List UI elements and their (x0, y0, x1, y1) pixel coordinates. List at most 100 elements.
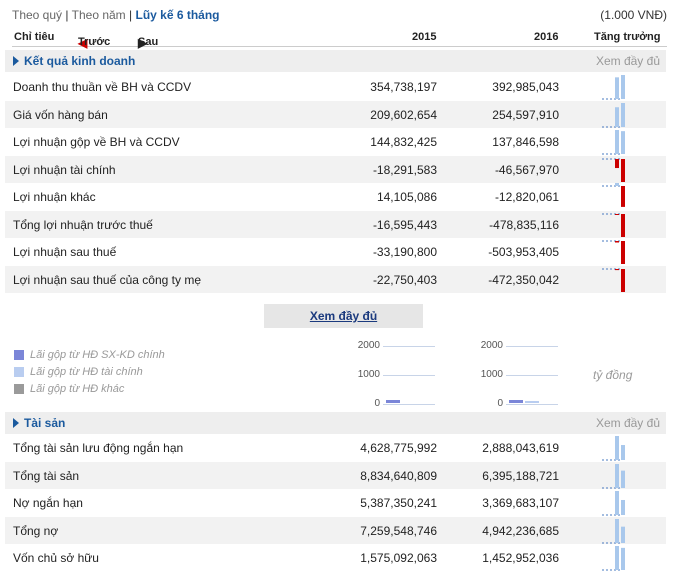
tab-separator: | (129, 8, 133, 22)
gridline (383, 404, 435, 405)
row-label: Tổng tài sản (13, 468, 80, 483)
row-label: Vốn chủ sở hữu (13, 551, 99, 565)
view-all-link[interactable]: Xem đầy đủ (595, 416, 660, 430)
table-row: Lợi nhuận sau thuế -33,190,800 -503,953,40… (5, 238, 666, 265)
mini-chart-2016: 2000 1000 0 (473, 338, 563, 409)
value-2015: 5,387,350,241 (360, 496, 437, 510)
table-row: Lợi nhuận sau thuế của công ty mẹ -22,750… (5, 265, 666, 293)
value-2016: 6,395,188,721 (482, 468, 559, 483)
section-business-results: Kết quả kinh doanh Xem đầy đủ (5, 50, 666, 72)
value-2016: -472,350,042 (488, 272, 559, 287)
growth-bar (615, 183, 619, 186)
value-2016: 4,942,236,685 (482, 523, 559, 538)
value-2016: 3,369,683,107 (482, 496, 559, 510)
growth-bar (621, 213, 625, 237)
growth-bar (615, 158, 619, 168)
growth-sparkline (602, 268, 625, 292)
table-row: Giá vốn hàng bán 209,602,654 254,597,910 (5, 100, 666, 128)
mini-chart-2015: 2000 1000 0 (350, 338, 440, 409)
value-2016: 1,452,952,036 (482, 551, 559, 565)
bar-mark (509, 400, 523, 403)
table-row: Tổng lợi nhuận trước thuế -16,595,443 -478… (5, 210, 666, 238)
tab-year[interactable]: Theo năm (71, 8, 126, 22)
growth-bar (621, 470, 625, 488)
bar-mark (525, 401, 539, 403)
tab-quarter[interactable]: Theo quý (12, 8, 63, 22)
section-title[interactable]: Tài sản (24, 416, 66, 430)
table-row: Tổng nợ 7,259,548,746 4,942,236,685 (5, 516, 666, 544)
row-label: Tổng tài sản lưu động ngắn hạn (13, 441, 184, 455)
growth-bar (615, 213, 619, 215)
growth-bar (615, 546, 619, 570)
value-2015: 7,259,548,746 (360, 523, 437, 538)
view-full-button[interactable]: Xem đầy đủ (264, 304, 423, 328)
growth-bar (621, 241, 625, 264)
value-2015: -18,291,583 (372, 162, 437, 177)
gridline (506, 404, 558, 405)
legend-swatch (14, 350, 24, 360)
table-row: Tổng tài sản lưu động ngắn hạn 4,628,775,… (5, 434, 666, 461)
growth-sparkline (602, 158, 625, 182)
tick-label: 1000 (357, 369, 380, 380)
growth-bar (615, 436, 619, 460)
growth-bar (615, 491, 619, 515)
section-title[interactable]: Kết quả kinh doanh (24, 54, 136, 68)
growth-bar (615, 77, 619, 99)
view-all-link[interactable]: Xem đầy đủ (595, 54, 660, 68)
value-2015: 14,105,086 (376, 190, 437, 204)
gridline (506, 375, 558, 376)
row-label: Lợi nhuận sau thuế của công ty mẹ (13, 272, 201, 287)
triangle-right-icon: ▶ (138, 36, 148, 50)
indicator-header: Chỉ tiêu (14, 31, 55, 43)
growth-sparkline (602, 240, 625, 264)
growth-sparkline (602, 491, 625, 516)
growth-bar (621, 526, 625, 543)
view-full-link[interactable]: Xem đầy đủ (309, 309, 378, 323)
growth-sparkline (602, 463, 625, 488)
row-label: Doanh thu thuần về BH và CCDV (13, 80, 192, 94)
growth-bar (621, 499, 625, 515)
gridline (506, 346, 558, 347)
value-2015: -33,190,800 (372, 245, 437, 259)
growth-bar (621, 131, 625, 154)
tab-separator: | (65, 8, 69, 22)
tab-cumulative[interactable]: Lũy kế 6 tháng (135, 8, 220, 22)
growth-bar (615, 106, 619, 127)
legend-swatch (14, 367, 24, 377)
col-2016-header: 2016 (534, 31, 559, 43)
table-row: Vốn chủ sở hữu 1,575,092,063 1,452,952,036 (5, 544, 666, 571)
unit-label: (1.000 VNĐ) (600, 8, 667, 22)
growth-bar (615, 241, 619, 243)
tick-label: 2000 (480, 340, 503, 351)
section-assets: Tài sản Xem đầy đủ (5, 412, 666, 434)
row-label: Lợi nhuận tài chính (13, 162, 116, 177)
growth-bar (615, 130, 619, 154)
growth-bar (621, 186, 625, 207)
value-2016: 137,846,598 (492, 135, 559, 149)
value-2016: -503,953,405 (488, 245, 559, 259)
growth-sparkline (602, 213, 625, 237)
tick-label: 1000 (480, 369, 503, 380)
table-header: Chỉ tiêu ◀ Trước Sau ▶ 2015 2016 Tăng tr… (12, 26, 667, 50)
growth-sparkline (602, 436, 625, 461)
legend-swatch (14, 384, 24, 394)
tick-label: 0 (497, 398, 503, 409)
growth-sparkline (602, 102, 625, 127)
bar-mark (386, 400, 400, 403)
growth-header: Tăng trưởng (594, 31, 661, 43)
value-2015: 354,738,197 (370, 80, 437, 94)
value-2016: -12,820,061 (494, 190, 559, 204)
row-label: Lợi nhuận sau thuế (13, 245, 117, 259)
tick-label: 0 (374, 398, 380, 409)
row-label: Giá vốn hàng bán (13, 107, 108, 122)
chart-unit-label: tỷ đồng (593, 368, 633, 382)
table-row: Doanh thu thuần về BH và CCDV 354,738,197… (5, 73, 666, 100)
triangle-right-icon (13, 418, 19, 428)
growth-bar (615, 463, 619, 488)
col-2015-header: 2015 (412, 31, 437, 43)
gridline (383, 375, 435, 376)
row-label: Tổng nợ (13, 523, 59, 538)
value-2016: 254,597,910 (492, 107, 559, 122)
growth-bar (615, 518, 619, 543)
growth-sparkline (602, 183, 625, 207)
